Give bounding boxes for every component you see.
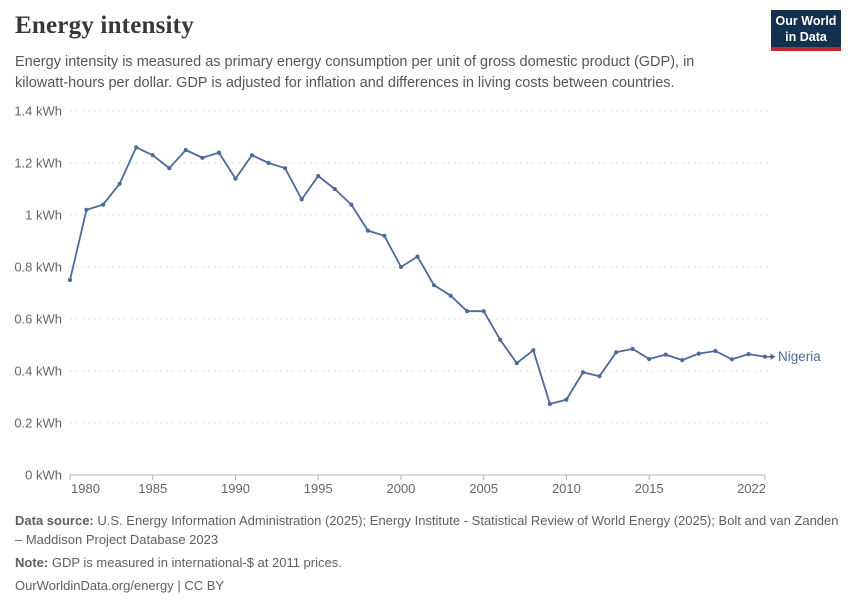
- logo-line-1: Our World: [775, 14, 837, 28]
- data-point[interactable]: [547, 401, 553, 407]
- data-point[interactable]: [680, 358, 685, 363]
- data-point[interactable]: [67, 277, 73, 283]
- y-tick-label: 1.2 kWh: [14, 156, 62, 171]
- data-point[interactable]: [183, 147, 188, 153]
- data-point[interactable]: [233, 176, 238, 181]
- data-point[interactable]: [448, 293, 453, 298]
- data-point[interactable]: [266, 160, 271, 166]
- data-point[interactable]: [597, 374, 602, 379]
- logo-accent-bar: [771, 47, 841, 51]
- chart-subtitle: Energy intensity is measured as primary …: [15, 54, 695, 91]
- data-point[interactable]: [630, 346, 635, 351]
- y-tick-label: 1 kWh: [25, 208, 62, 223]
- data-point[interactable]: [349, 202, 354, 207]
- data-point[interactable]: [216, 150, 221, 155]
- y-tick-label: 1.4 kWh: [14, 104, 62, 119]
- owid-logo[interactable]: Our World in Data: [771, 10, 841, 51]
- data-point[interactable]: [382, 233, 387, 238]
- data-point[interactable]: [696, 351, 701, 356]
- data-point[interactable]: [283, 166, 288, 171]
- data-point[interactable]: [729, 357, 735, 362]
- x-tick-label: 1995: [304, 481, 333, 496]
- data-source-text: U.S. Energy Information Administration (…: [15, 513, 839, 547]
- data-point[interactable]: [465, 309, 470, 314]
- data-point[interactable]: [481, 309, 486, 314]
- data-point[interactable]: [514, 361, 519, 366]
- data-point[interactable]: [580, 370, 586, 375]
- data-point[interactable]: [647, 356, 652, 362]
- data-point[interactable]: [614, 350, 619, 355]
- page-title: Energy intensity: [15, 12, 194, 39]
- note-line: Note: GDP is measured in international-$…: [15, 553, 845, 572]
- data-point[interactable]: [746, 352, 751, 357]
- chart-footer: Data source: U.S. Energy Information Adm…: [15, 511, 845, 599]
- y-tick-label: 0.6 kWh: [14, 312, 62, 327]
- data-point[interactable]: [150, 153, 155, 158]
- y-tick-label: 0.2 kWh: [14, 416, 62, 431]
- data-source-line: Data source: U.S. Energy Information Adm…: [15, 511, 845, 549]
- data-point[interactable]: [762, 354, 768, 359]
- note-text: GDP is measured in international-$ at 20…: [51, 555, 342, 570]
- data-point[interactable]: [564, 397, 569, 402]
- data-point[interactable]: [365, 228, 370, 233]
- data-point[interactable]: [431, 283, 437, 288]
- license-link[interactable]: OurWorldinData.org/energy | CC BY: [15, 578, 225, 593]
- line-chart-canvas[interactable]: 0 kWh 0.2 kWh 0.4 kWh 0.6 kWh 0.8 kWh 1 kWh 1.…: [0, 95, 850, 505]
- data-point[interactable]: [713, 348, 718, 354]
- logo-line-2: in Data: [785, 30, 827, 44]
- data-point[interactable]: [663, 352, 668, 357]
- data-point[interactable]: [415, 254, 420, 259]
- x-tick-label: 1990: [221, 481, 250, 496]
- x-tick-label: 1980: [71, 481, 100, 496]
- y-tick-label: 0.4 kWh: [14, 364, 62, 379]
- series-end-label[interactable]: Nigeria: [778, 349, 821, 364]
- series-end-arrow-icon: [770, 353, 776, 360]
- x-tick-label: 2022: [737, 481, 766, 496]
- x-tick-label: 2010: [552, 481, 581, 496]
- data-point[interactable]: [167, 166, 172, 171]
- data-point[interactable]: [299, 197, 304, 202]
- data-point[interactable]: [249, 153, 255, 158]
- data-source-label: Data source:: [15, 513, 94, 528]
- y-tick-label: 0.8 kWh: [14, 260, 62, 275]
- note-label: Note:: [15, 555, 49, 570]
- y-tick-label: 0 kWh: [25, 468, 62, 483]
- data-point[interactable]: [531, 348, 536, 353]
- data-point[interactable]: [101, 202, 106, 207]
- data-point[interactable]: [498, 337, 503, 342]
- x-tick-label: 2015: [635, 481, 664, 496]
- data-point[interactable]: [134, 145, 139, 150]
- data-point[interactable]: [332, 186, 337, 192]
- data-point[interactable]: [398, 264, 404, 270]
- x-tick-label: 1985: [138, 481, 167, 496]
- data-point[interactable]: [84, 207, 89, 212]
- data-point[interactable]: [316, 173, 321, 179]
- x-tick-label: 2005: [469, 481, 498, 496]
- data-point[interactable]: [117, 181, 122, 186]
- x-tick-label: 2000: [386, 481, 415, 496]
- data-point[interactable]: [200, 155, 205, 160]
- series-line[interactable]: [69, 146, 766, 405]
